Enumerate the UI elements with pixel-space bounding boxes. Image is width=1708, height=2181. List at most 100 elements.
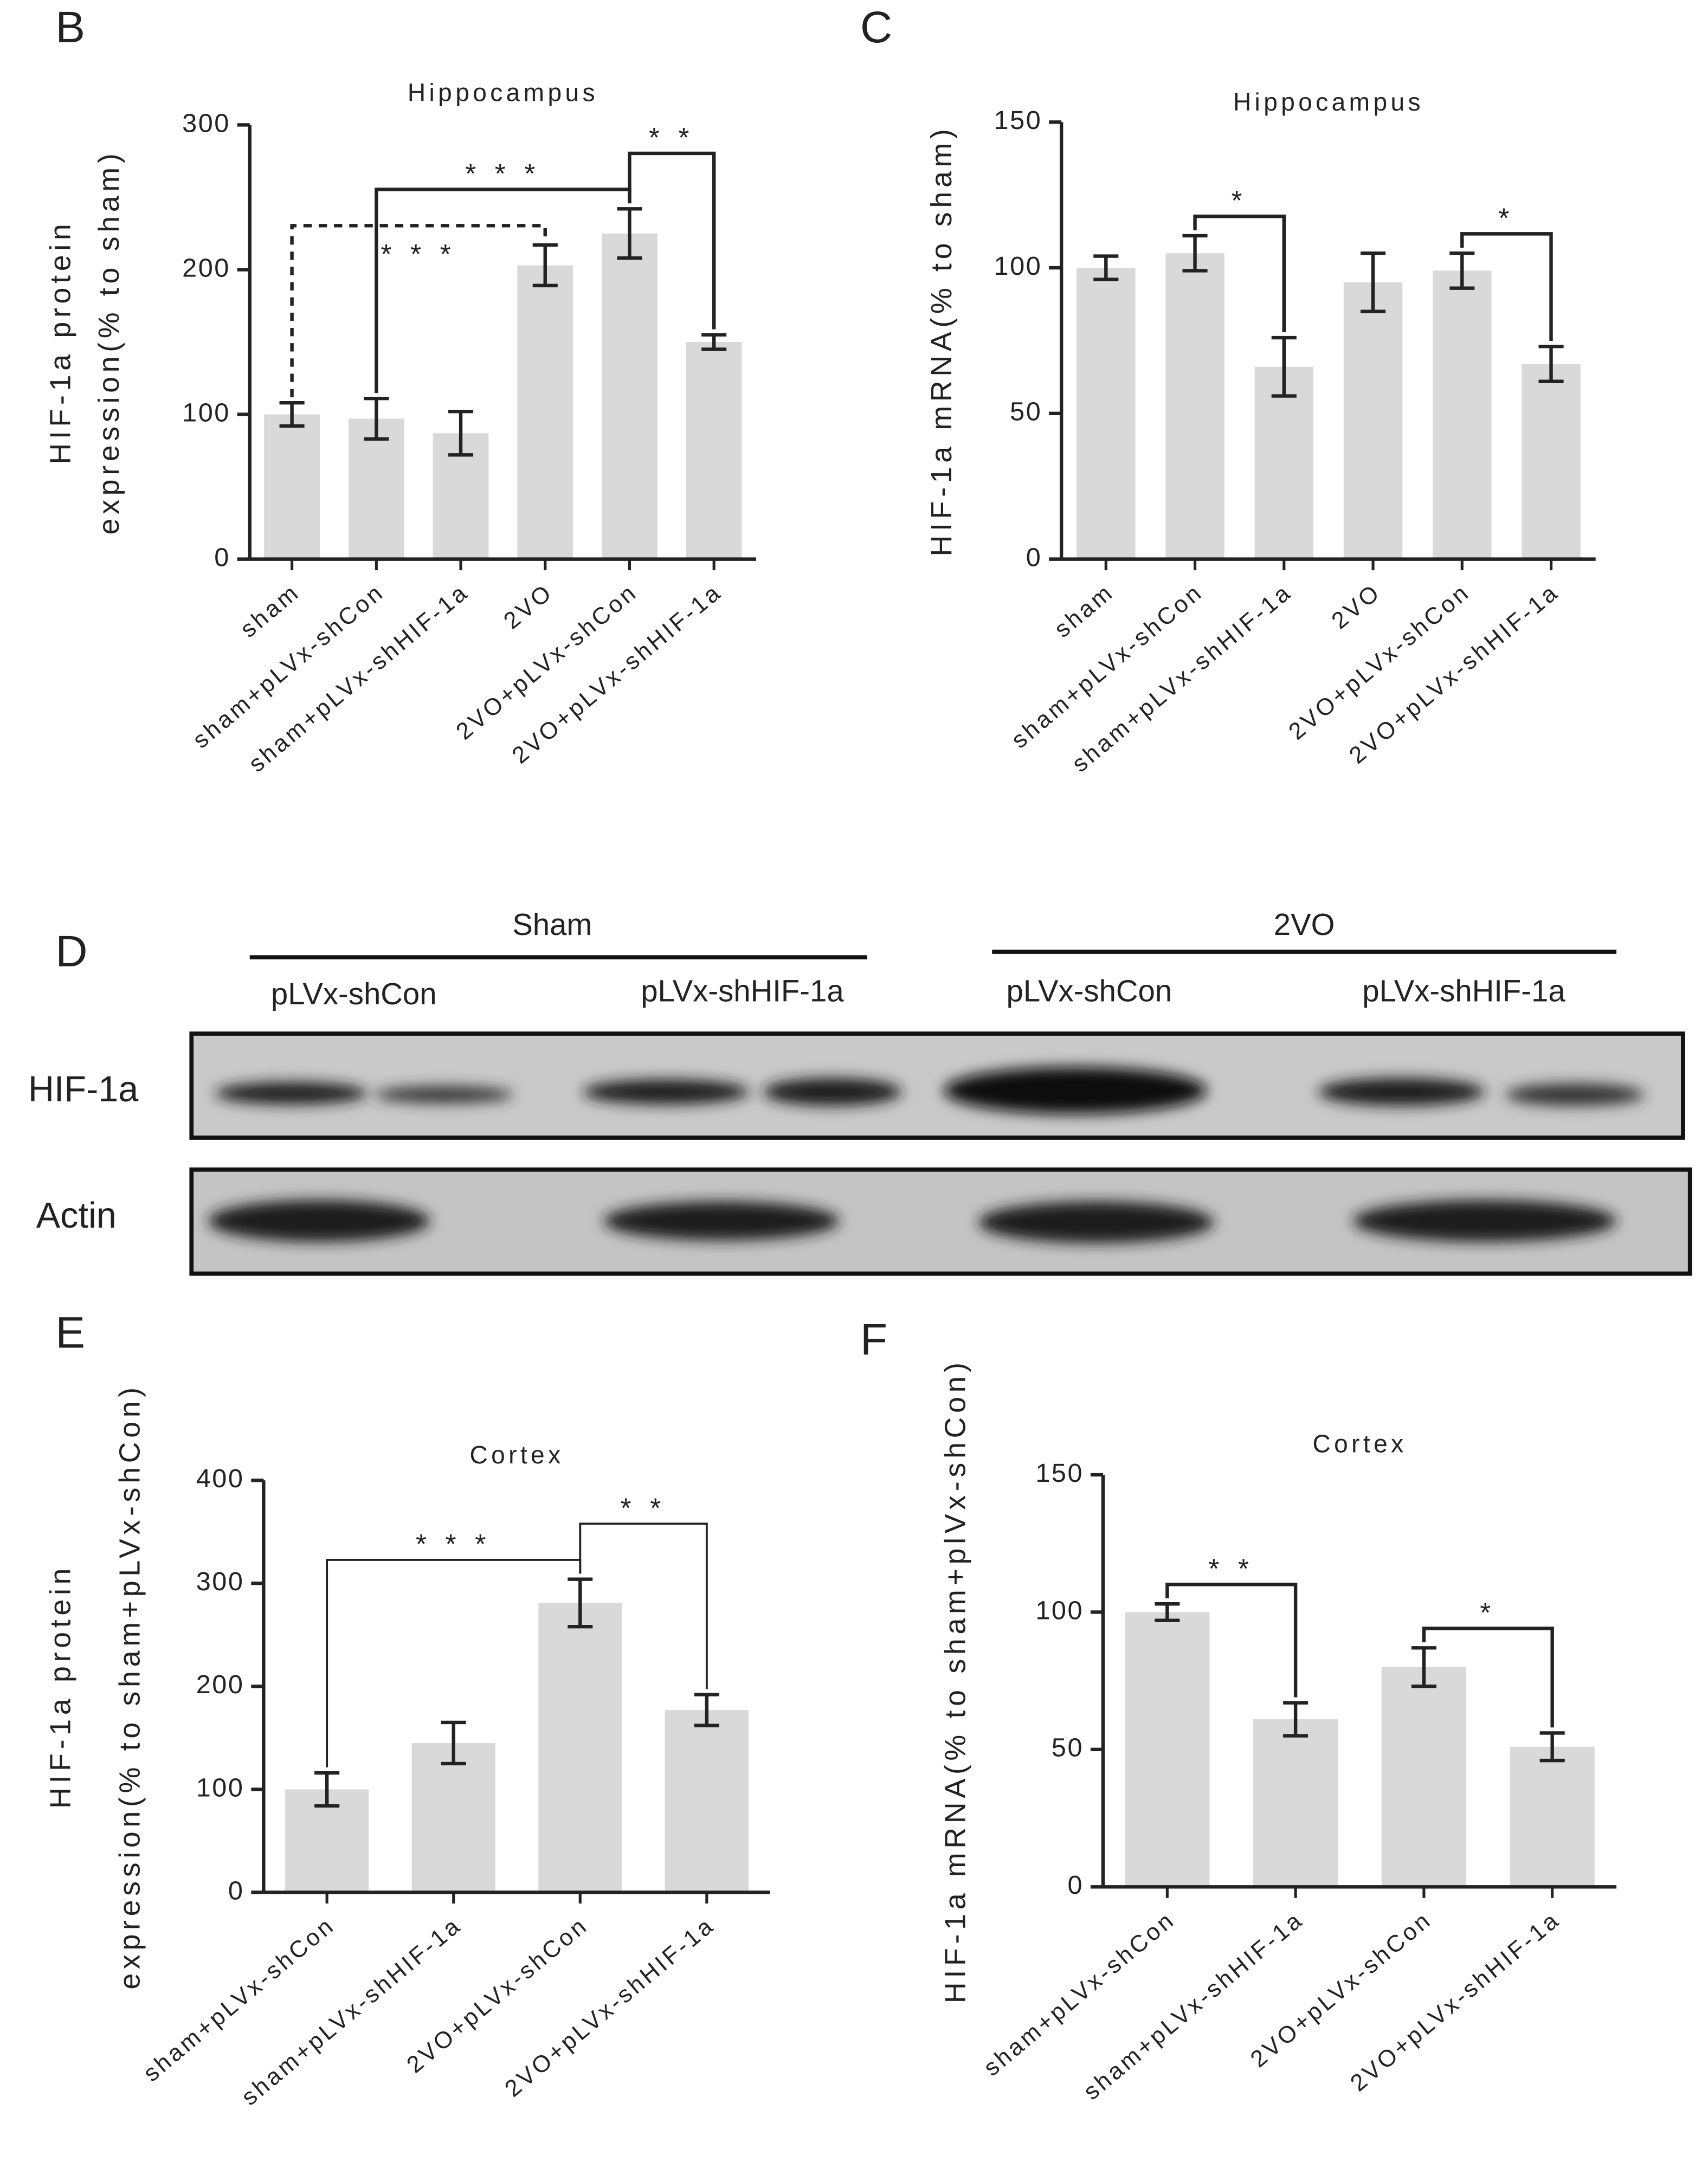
- bar: [1253, 1719, 1338, 1887]
- group-label: Sham: [512, 907, 592, 941]
- significance-label: * *: [621, 1492, 667, 1523]
- band: [978, 1201, 1214, 1243]
- bar: [348, 418, 404, 559]
- significance-label: * *: [1208, 1553, 1254, 1584]
- lane-label: pLVx-shHIF-1a: [641, 974, 844, 1008]
- y-tick-label: 50: [1010, 397, 1042, 427]
- band: [208, 1200, 430, 1242]
- lane-label: pLVx-shCon: [1007, 974, 1172, 1008]
- y-tick-label: 0: [1068, 1870, 1084, 1900]
- y-tick-label: 100: [196, 1773, 244, 1802]
- y-tick-label: 150: [1035, 1459, 1084, 1488]
- significance-label: * * *: [465, 158, 540, 189]
- significance-label: *: [1232, 185, 1248, 216]
- y-tick-label: 150: [994, 106, 1042, 135]
- y-tick-label: 50: [1052, 1733, 1084, 1763]
- chart-title: Hippocampus: [1233, 88, 1424, 116]
- y-tick-label: 0: [214, 543, 230, 572]
- y-axis-label: HIF-1a protein: [44, 220, 76, 464]
- bar: [1343, 282, 1403, 559]
- chart-title: Cortex: [1312, 1429, 1407, 1457]
- chart-title: Hippocampus: [408, 78, 598, 106]
- y-tick-label: 200: [196, 1670, 244, 1699]
- chart: B Hippocampus HIF-1a protein expression(% t…: [44, 3, 757, 777]
- bar: [264, 414, 320, 559]
- band: [1505, 1083, 1645, 1106]
- panel-letter: C: [860, 3, 892, 52]
- band: [763, 1077, 902, 1106]
- group-label: 2VO: [1274, 907, 1335, 941]
- lane-label: pLVx-shCon: [271, 977, 437, 1011]
- significance-label: * *: [649, 122, 695, 153]
- y-axis-label: HIF-1a protein: [44, 1564, 76, 1809]
- chart-title: Cortex: [469, 1441, 564, 1469]
- significance-label: * * *: [381, 238, 456, 269]
- bar: [1125, 1612, 1210, 1887]
- x-tick-label: 2VO+pLVx-shHIF-1a: [1345, 1906, 1565, 2096]
- bar: [602, 233, 658, 559]
- panel-letter: D: [55, 927, 87, 976]
- bar: [538, 1603, 622, 1893]
- y-tick-label: 300: [182, 108, 230, 138]
- x-tick-label: sham+pLVx-shHIF-1a: [237, 1912, 467, 2111]
- panel-letter: F: [860, 1315, 887, 1365]
- y-tick-label: 300: [196, 1567, 244, 1596]
- significance-bracket: [375, 188, 631, 393]
- band: [943, 1067, 1207, 1114]
- x-tick-label: sham: [236, 579, 305, 643]
- panel-letter: B: [55, 3, 85, 52]
- y-tick-label: 200: [182, 253, 230, 282]
- x-tick-label: 2VO+pLVx-shHIF-1a: [500, 1912, 720, 2102]
- western-blot: D Sham 2VO pLVx-shCon pLVx-shHIF-1a pLVx…: [28, 907, 1692, 1276]
- bar: [1510, 1746, 1595, 1887]
- significance-label: * * *: [416, 1528, 491, 1559]
- y-axis-label: expression(% to sham+pLVx-shCon): [113, 1383, 146, 1990]
- significance-bracket: [290, 224, 547, 397]
- band: [375, 1086, 514, 1104]
- y-axis-label: expression(% to sham): [93, 150, 125, 535]
- bar: [1433, 270, 1492, 559]
- y-tick-label: 400: [196, 1464, 244, 1493]
- panel-letter: E: [55, 1308, 85, 1358]
- x-tick-label: 2VO: [499, 579, 558, 635]
- chart: F Cortex HIF-1a mRNA(% to sham+plVx-shCon)…: [860, 1315, 1617, 2105]
- significance-label: *: [1480, 1597, 1496, 1628]
- significance-bracket: [1460, 232, 1553, 341]
- significance-bracket: [1193, 214, 1286, 332]
- bar: [1165, 253, 1224, 559]
- bar: [1522, 364, 1581, 559]
- significance-bracket: [1165, 1583, 1298, 1698]
- bands: [208, 1067, 1645, 1243]
- row-label: Actin: [36, 1196, 117, 1236]
- significance-bracket: [628, 151, 716, 330]
- bar: [665, 1710, 749, 1893]
- bar: [1381, 1667, 1467, 1887]
- band: [215, 1082, 368, 1105]
- bar: [1254, 366, 1313, 559]
- bar: [411, 1743, 495, 1893]
- y-tick-label: 100: [1035, 1596, 1084, 1625]
- significance-bracket: [579, 1522, 708, 1689]
- y-axis-label: HIF-1a mRNA(% to sham+plVx-shCon): [939, 1358, 971, 2003]
- y-tick-label: 100: [994, 251, 1042, 281]
- y-tick-label: 0: [228, 1876, 244, 1905]
- lane-label: pLVx-shHIF-1a: [1362, 974, 1565, 1008]
- significance-label: *: [1498, 202, 1514, 233]
- y-tick-label: 100: [182, 398, 230, 427]
- y-tick-label: 0: [1026, 543, 1042, 572]
- x-tick-label: sham: [1049, 579, 1119, 643]
- bar: [1077, 268, 1136, 559]
- x-tick-label: sham+pLVx-shHIF-1a: [1079, 1906, 1309, 2105]
- y-axis-label: HIF-1a mRNA(% to sham): [925, 125, 958, 556]
- band: [583, 1079, 750, 1105]
- bar: [686, 342, 742, 559]
- bar: [517, 265, 573, 559]
- chart: E Cortex HIF-1a protein expression(% to sha…: [44, 1308, 770, 2111]
- band: [603, 1201, 840, 1241]
- band: [1352, 1200, 1617, 1242]
- x-tick-label: 2VO: [1327, 579, 1386, 635]
- row-label: HIF-1a: [28, 1069, 139, 1109]
- significance-bracket: [1422, 1627, 1554, 1728]
